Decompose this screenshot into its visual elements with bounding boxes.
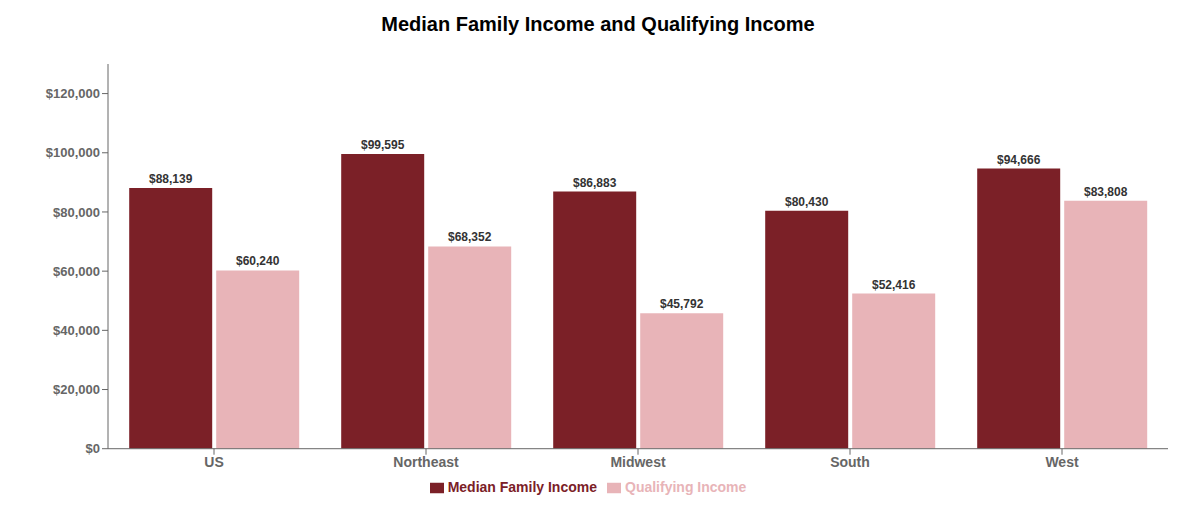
svg-text:$120,000: $120,000 xyxy=(46,86,100,101)
svg-text:$60,000: $60,000 xyxy=(53,264,100,279)
svg-text:US: US xyxy=(204,454,223,470)
svg-text:$86,883: $86,883 xyxy=(573,176,617,190)
svg-text:$88,139: $88,139 xyxy=(149,172,193,186)
svg-text:$40,000: $40,000 xyxy=(53,323,100,338)
svg-text:West: West xyxy=(1045,454,1079,470)
svg-text:$52,416: $52,416 xyxy=(872,278,916,292)
svg-text:$100,000: $100,000 xyxy=(46,145,100,160)
svg-text:$99,595: $99,595 xyxy=(361,138,405,152)
svg-text:$68,352: $68,352 xyxy=(448,230,492,244)
svg-text:$94,666: $94,666 xyxy=(997,153,1041,167)
html-text:Median Family Income and Quali: Median Family Income and Qualifying Inco… xyxy=(381,13,815,35)
html-text:Qualifying Income: Qualifying Income xyxy=(625,478,747,495)
svg-text:$80,430: $80,430 xyxy=(785,195,829,209)
svg-text:Midwest: Midwest xyxy=(610,454,666,470)
svg-text:South: South xyxy=(830,454,870,470)
svg-text:$83,808: $83,808 xyxy=(1084,185,1128,199)
svg-text:$45,792: $45,792 xyxy=(660,297,704,311)
svg-text:$20,000: $20,000 xyxy=(53,382,100,397)
svg-text:Northeast: Northeast xyxy=(393,454,459,470)
svg-text:$0: $0 xyxy=(86,441,100,456)
html-text:Median Family Income: Median Family Income xyxy=(447,478,597,495)
svg-text:$60,240: $60,240 xyxy=(236,254,280,268)
svg-text:$80,000: $80,000 xyxy=(53,205,100,220)
